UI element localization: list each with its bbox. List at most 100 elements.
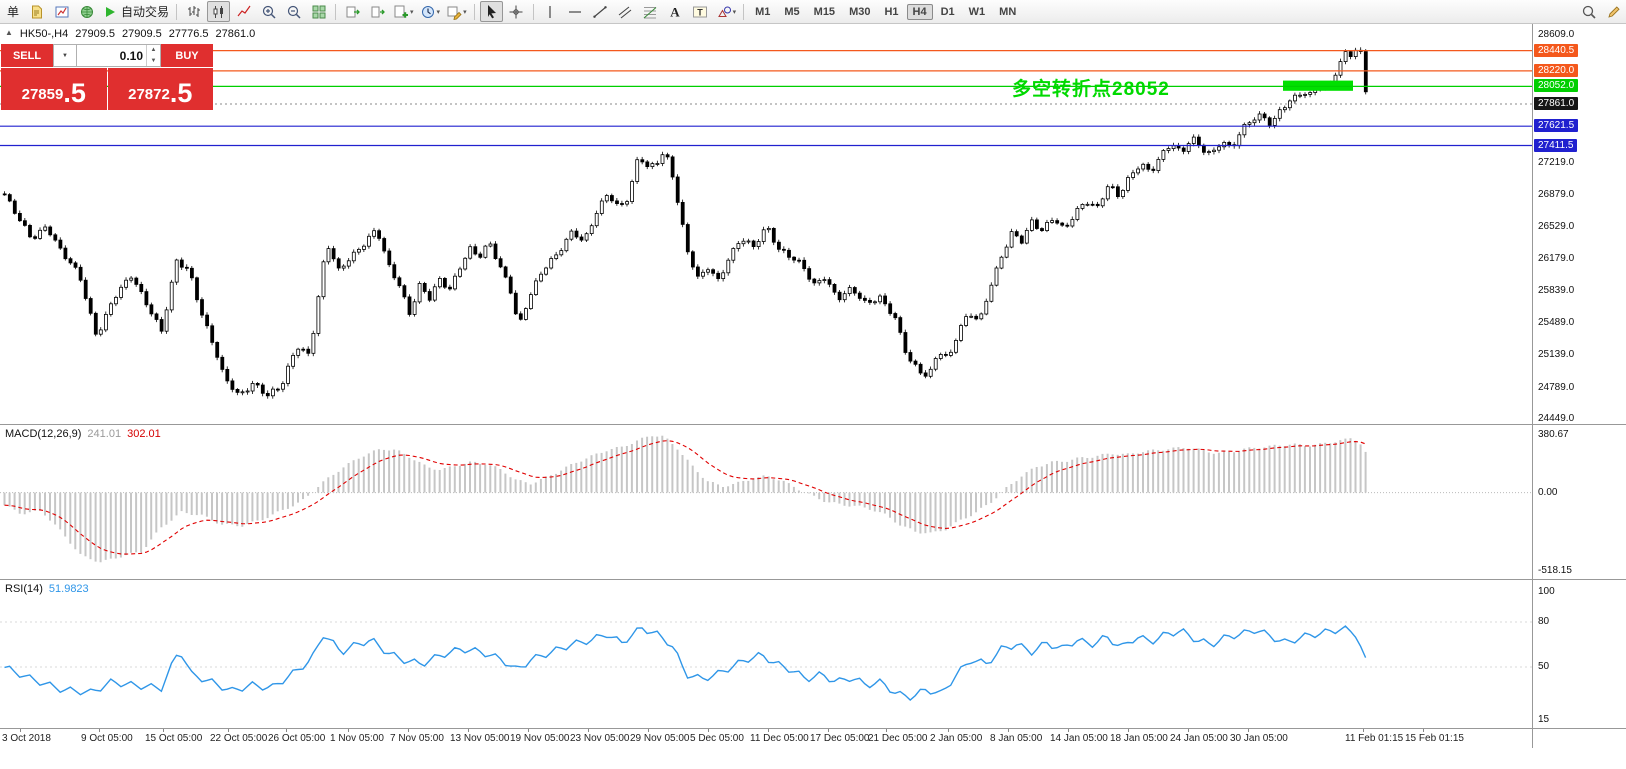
period-clock-icon[interactable]: ▾ xyxy=(418,1,443,22)
buy-price-fraction: .5 xyxy=(169,78,193,108)
price-level-badge: 27411.5 xyxy=(1534,139,1578,152)
timeframe-h4[interactable]: H4 xyxy=(906,3,933,20)
time-axis-label: 18 Jan 05:00 xyxy=(1110,733,1168,744)
lot-size-field[interactable]: 0.10 ▲ ▼ xyxy=(77,44,161,67)
sell-price[interactable]: 27859.5 xyxy=(1,68,107,110)
svg-text:T: T xyxy=(697,7,703,17)
trendline-icon[interactable] xyxy=(589,1,612,22)
timeframe-d1[interactable]: D1 xyxy=(940,5,955,18)
time-axis-tick xyxy=(1188,729,1189,732)
new-order-icon[interactable] xyxy=(25,1,48,22)
rsi-name: RSI(14) xyxy=(5,583,43,595)
price-axis-label: 26529.0 xyxy=(1538,221,1575,232)
label-tool-icon[interactable]: T xyxy=(689,1,712,22)
time-axis-tick xyxy=(588,729,589,732)
time-axis-label: 30 Jan 05:00 xyxy=(1230,733,1288,744)
horizontal-line-icon[interactable] xyxy=(564,1,587,22)
template-icon[interactable]: ▾ xyxy=(444,1,469,22)
timeframe-m15[interactable]: M15 xyxy=(813,5,836,18)
macd-canvas[interactable] xyxy=(0,425,1532,579)
time-axis-label: 14 Jan 05:00 xyxy=(1050,733,1108,744)
price-level-badge: 28220.0 xyxy=(1534,64,1579,77)
buy-button[interactable]: BUY xyxy=(161,44,213,67)
price-chart-canvas[interactable] xyxy=(0,24,1532,424)
time-axis-label: 23 Nov 05:00 xyxy=(570,733,630,744)
pivot-annotation-text[interactable]: 多空转折点28052 xyxy=(1012,79,1170,100)
timeframe-mn[interactable]: MN xyxy=(999,5,1017,18)
price-axis-label: 26179.0 xyxy=(1538,253,1575,264)
time-axis-label: 15 Feb 01:15 xyxy=(1405,733,1464,744)
timeframe-m5[interactable]: M5 xyxy=(784,5,800,18)
lot-size-value: 0.10 xyxy=(119,48,143,63)
time-axis-label: 15 Oct 05:00 xyxy=(145,733,203,744)
timeframe-w1[interactable]: W1 xyxy=(968,5,986,18)
lot-size-stepper[interactable]: ▲ ▼ xyxy=(146,45,160,66)
text-tool-icon[interactable]: A xyxy=(664,1,687,22)
crosshair-icon[interactable] xyxy=(505,1,528,22)
rsi-label: RSI(14) 51.9823 xyxy=(5,583,89,595)
menu-item-order[interactable]: 单 xyxy=(7,5,20,19)
sell-button[interactable]: SELL xyxy=(1,44,53,67)
time-axis[interactable]: 3 Oct 2018 9 Oct 05:00 15 Oct 05:00 22 Oct … xyxy=(0,728,1626,748)
panel-separator[interactable] xyxy=(0,579,1626,580)
market-watch-icon[interactable] xyxy=(75,1,98,22)
macd-name: MACD(12,26,9) xyxy=(5,428,82,440)
autotrading-button[interactable]: 自动交易 xyxy=(100,1,171,22)
macd-label: MACD(12,26,9) 241.01 302.01 xyxy=(5,428,161,440)
rsi-value: 51.9823 xyxy=(48,583,89,595)
time-axis-label: 3 Oct 2018 xyxy=(2,733,51,744)
symbol-ohlc-header: ▲ HK50-,H4 27909.5 27909.5 27776.5 27861… xyxy=(5,28,255,40)
buy-price-main: 27872 xyxy=(128,86,170,103)
one-click-trading-widget: SELL ▼ 0.10 ▲ ▼ BUY 27859.5 27872.5 xyxy=(1,44,213,110)
new-chart-icon[interactable]: ▾ xyxy=(391,1,416,22)
rsi-axis-label: 80 xyxy=(1538,616,1550,627)
time-axis-tick xyxy=(1008,729,1009,732)
rsi-axis-label: 15 xyxy=(1538,714,1550,725)
macd-axis[interactable]: 380.67 0.00 -518.15 xyxy=(1532,425,1626,579)
bar-chart-icon[interactable] xyxy=(182,1,205,22)
time-axis-label: 7 Nov 05:00 xyxy=(390,733,444,744)
line-chart-icon[interactable] xyxy=(232,1,255,22)
fibonacci-icon[interactable] xyxy=(639,1,662,22)
charts-icon[interactable] xyxy=(50,1,73,22)
timeframe-h1[interactable]: H1 xyxy=(884,5,899,18)
toolbar-sep xyxy=(335,3,337,20)
candlestick-chart-icon[interactable] xyxy=(207,1,231,22)
auto-scroll-icon[interactable] xyxy=(341,1,364,22)
trade-options-dropdown[interactable]: ▼ xyxy=(53,44,77,67)
time-axis-tick xyxy=(648,729,649,732)
channel-icon[interactable] xyxy=(614,1,637,22)
ohlc-high: 27909.5 xyxy=(121,28,162,40)
time-axis-tick xyxy=(1128,729,1129,732)
status-strip xyxy=(0,748,1626,769)
panel-separator[interactable] xyxy=(0,424,1626,425)
time-axis-tick xyxy=(886,729,887,732)
lot-decrease-icon[interactable]: ▼ xyxy=(150,57,157,64)
time-axis-label: 24 Jan 05:00 xyxy=(1170,733,1228,744)
search-icon[interactable] xyxy=(1577,1,1600,22)
rsi-axis[interactable]: 100 80 50 15 xyxy=(1532,580,1626,728)
cursor-icon[interactable] xyxy=(479,1,503,22)
rsi-canvas[interactable] xyxy=(0,580,1532,728)
time-axis-tick xyxy=(99,729,100,732)
sell-price-main: 27859 xyxy=(21,86,64,103)
zoom-out-icon[interactable] xyxy=(282,1,305,22)
timeframe-m30[interactable]: M30 xyxy=(849,5,871,18)
toolbar-sep xyxy=(532,3,534,20)
lot-increase-icon[interactable]: ▲ xyxy=(150,47,157,54)
time-axis-label: 21 Dec 05:00 xyxy=(868,733,928,744)
toolbar-sep xyxy=(743,3,745,20)
price-axis-label: 24449.0 xyxy=(1538,413,1575,424)
zoom-in-icon[interactable] xyxy=(257,1,280,22)
edit-icon[interactable] xyxy=(1602,1,1625,22)
buy-price[interactable]: 27872.5 xyxy=(107,68,213,110)
toolbar-sep xyxy=(473,3,475,20)
shapes-icon[interactable]: ▾ xyxy=(714,1,739,22)
price-axis[interactable]: 28609.0 27219.0 26879.0 26529.0 26179.0 25839… xyxy=(1532,24,1626,424)
macd-axis-label: 0.00 xyxy=(1538,487,1558,498)
symbol-name: HK50-,H4 xyxy=(19,28,69,40)
tile-windows-icon[interactable] xyxy=(307,1,330,22)
chart-shift-icon[interactable] xyxy=(366,1,389,22)
vertical-line-icon[interactable] xyxy=(539,1,562,22)
timeframe-m1[interactable]: M1 xyxy=(755,5,771,18)
